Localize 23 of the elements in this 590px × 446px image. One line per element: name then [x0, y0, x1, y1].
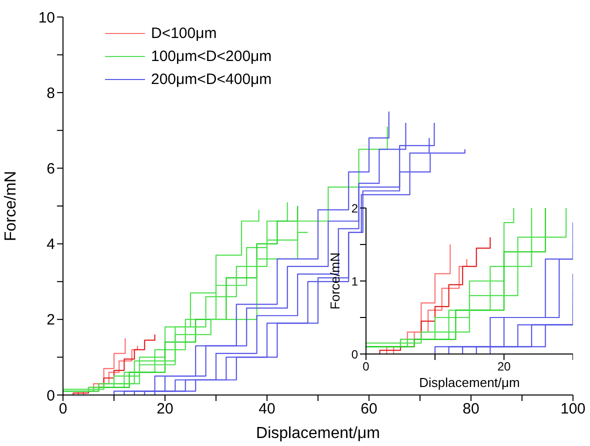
y-axis-title: Force/mN — [328, 252, 343, 310]
x-tick-label: 60 — [360, 400, 378, 418]
y-tick-label: 2 — [46, 312, 55, 329]
y-tick-label: 0 — [46, 387, 55, 404]
x-tick-label: 20 — [156, 400, 174, 418]
x-axis-title: Displacement/μm — [256, 425, 380, 442]
y-tick-label: 4 — [46, 236, 55, 254]
y-tick-label: 6 — [46, 160, 55, 178]
y-tick-label: 1 — [351, 274, 358, 288]
x-tick-label: 0 — [58, 400, 68, 418]
legend-label: 100μm<D<200μm — [151, 48, 272, 65]
y-tick-label: 2 — [351, 201, 358, 216]
legend-label: D<100μm — [151, 25, 217, 42]
x-tick-label: 40 — [258, 400, 276, 418]
x-tick-label: 20 — [497, 360, 511, 374]
y-axis-title: Force/mN — [2, 170, 20, 242]
x-tick-label: 80 — [462, 400, 480, 418]
y-tick-label: 8 — [46, 84, 55, 102]
y-tick-label: 10 — [38, 9, 55, 26]
legend-label: 200μm<D<400μm — [151, 71, 272, 88]
x-axis-title: Displacement/μm — [419, 375, 520, 390]
x-tick-label: 100 — [560, 400, 586, 418]
y-tick-label: 0 — [351, 347, 358, 362]
